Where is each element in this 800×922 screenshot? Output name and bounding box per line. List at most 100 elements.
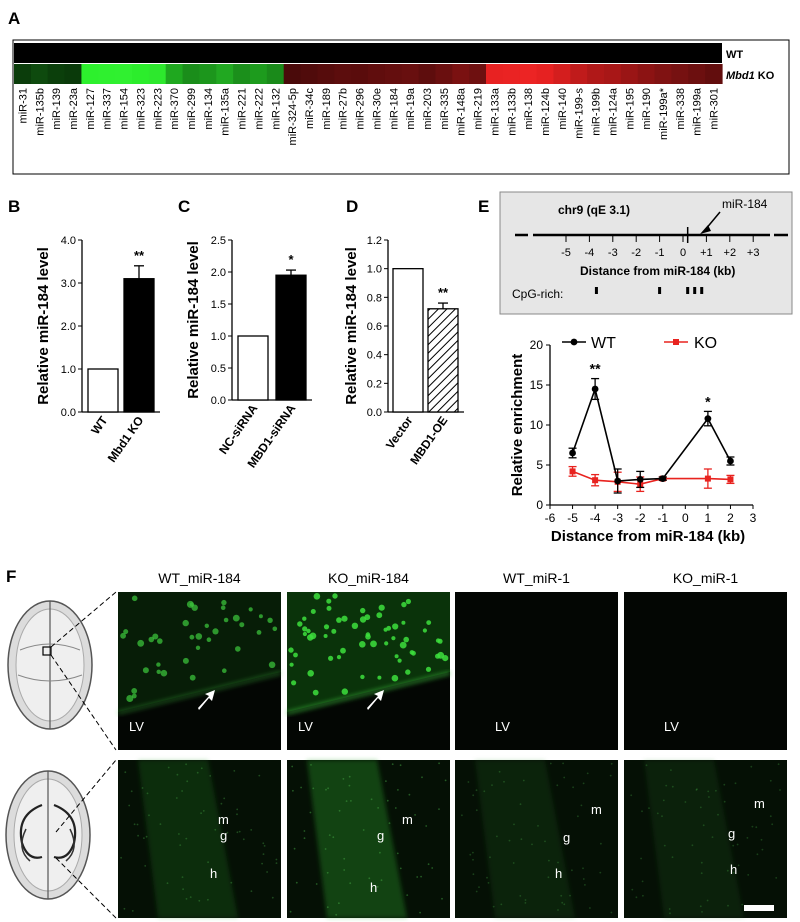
cell-nucleus xyxy=(131,688,138,694)
heatmap-mirna-label: miR-127 xyxy=(85,88,97,130)
legend-marker-ko xyxy=(673,339,679,345)
speckle xyxy=(309,811,312,814)
heatmap-wt-row xyxy=(14,43,722,63)
heatmap-ko-gene: Mbd1 xyxy=(726,70,755,82)
y-tick-label: 0.0 xyxy=(61,407,76,419)
significance-marker: * xyxy=(288,252,294,267)
cell-nucleus xyxy=(272,626,278,632)
speckle xyxy=(350,800,352,802)
speckle xyxy=(486,876,488,879)
speckle xyxy=(610,762,613,765)
cell-nucleus xyxy=(437,651,445,659)
cell-nucleus xyxy=(195,633,203,640)
heatmap-mirna-label: miR-184 xyxy=(388,88,400,130)
speckle xyxy=(250,890,253,893)
y-tick-label: 20 xyxy=(530,338,544,352)
y-axis-label: Relative miR-184 level xyxy=(185,241,202,399)
speckle xyxy=(669,912,671,915)
speckle xyxy=(303,830,306,832)
speckle xyxy=(750,765,753,768)
speckle xyxy=(258,774,261,777)
speckle xyxy=(207,861,210,864)
speckle xyxy=(706,899,709,902)
speckle xyxy=(727,904,729,907)
speckle xyxy=(557,909,559,911)
speckle xyxy=(342,778,345,780)
cell-nucleus xyxy=(248,607,253,612)
heatmap-mirna-label: miR-370 xyxy=(169,88,181,130)
speckle xyxy=(513,823,515,826)
speckle xyxy=(661,815,663,818)
speckle xyxy=(630,794,633,797)
speckle xyxy=(266,871,268,873)
speckle xyxy=(519,895,522,897)
cell-nucleus xyxy=(195,645,201,650)
speckle xyxy=(419,911,421,914)
speckle xyxy=(388,822,391,825)
micrograph-column-title: WT_miR-1 xyxy=(503,570,570,586)
speckle xyxy=(641,810,643,813)
x-axis-label: Distance from miR-184 (kb) xyxy=(551,528,745,545)
cell-nucleus xyxy=(313,593,321,600)
speckle xyxy=(777,763,780,766)
heatmap-mirna-label: miR-132 xyxy=(270,88,282,130)
speckle xyxy=(582,782,585,785)
data-point-wt xyxy=(727,457,734,465)
cell-nucleus xyxy=(401,601,407,608)
cell-nucleus xyxy=(235,646,241,652)
cell-nucleus xyxy=(204,623,209,628)
speckle xyxy=(771,823,774,826)
cell-nucleus xyxy=(302,631,307,637)
speckle xyxy=(723,800,726,803)
speckle xyxy=(186,780,189,783)
y-tick-label: 0.2 xyxy=(367,378,382,390)
inset-box xyxy=(499,191,793,315)
speckle xyxy=(475,890,478,893)
speckle xyxy=(275,858,278,861)
data-point-ko xyxy=(592,477,599,484)
speckle xyxy=(635,896,638,899)
micrograph-tile-row2: m g h xyxy=(287,760,450,918)
bar-chart-c: C 0.0 0.5 1.0 1.5 2.0 2.5 Relative miR-184 leve… xyxy=(178,197,312,470)
heatmap-cell xyxy=(182,64,201,84)
micrograph-column-title: KO_miR-1 xyxy=(673,570,739,586)
speckle xyxy=(548,859,550,862)
heatmap-mirna-label: miR-299 xyxy=(186,88,198,130)
speckle xyxy=(562,762,564,765)
cpg-mark xyxy=(658,287,662,294)
heatmap-cell xyxy=(216,64,234,84)
speckle xyxy=(701,911,703,913)
panel-label-c: C xyxy=(178,197,190,216)
heatmap-mirna-label: miR-199a xyxy=(692,87,704,136)
heatmap-mirna-label: miR-138 xyxy=(523,88,535,130)
speckle xyxy=(242,838,245,841)
speckle xyxy=(380,879,383,882)
x-tick-label: -5 xyxy=(567,511,578,525)
cell-nucleus xyxy=(336,655,342,660)
cell-nucleus xyxy=(332,593,338,599)
data-point-wt xyxy=(591,385,599,393)
speckle xyxy=(167,766,170,769)
cpg-mark xyxy=(686,287,690,294)
y-tick-label: 1.2 xyxy=(367,235,382,247)
speckle xyxy=(663,844,666,847)
cell-nucleus xyxy=(386,625,392,631)
heatmap-cell xyxy=(452,64,470,84)
heatmap-mirna-label: miR-189 xyxy=(321,88,333,130)
speckle xyxy=(589,907,591,909)
granule-layer xyxy=(307,760,407,918)
speckle xyxy=(524,902,527,904)
layer-label-m: m xyxy=(591,802,602,817)
speckle xyxy=(736,843,739,846)
heatmap-cell xyxy=(115,64,133,84)
locus-tick-label: 0 xyxy=(680,247,686,259)
data-point-ko xyxy=(704,475,711,482)
speckle xyxy=(500,903,503,906)
speckle xyxy=(408,793,411,796)
cell-nucleus xyxy=(409,650,415,655)
speckle xyxy=(642,894,644,897)
speckle xyxy=(327,787,329,790)
speckle xyxy=(726,869,729,872)
cell-nucleus xyxy=(307,670,315,677)
speckle xyxy=(326,871,329,874)
